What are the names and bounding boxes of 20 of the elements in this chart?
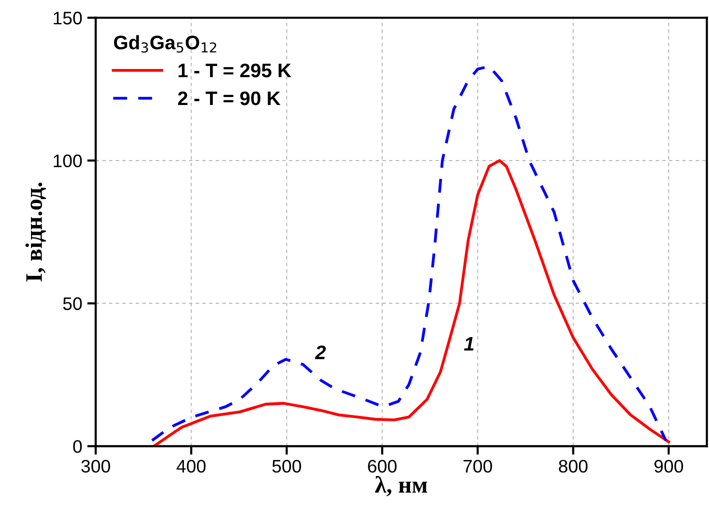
x-tick-label: 300 xyxy=(81,460,110,473)
annotation: 1 xyxy=(464,337,474,351)
y-tick-label: 50 xyxy=(63,297,82,310)
x-tick-label: 400 xyxy=(176,460,206,473)
line-series xyxy=(152,159,670,446)
y-axis-title: I, відн.од. xyxy=(25,182,46,282)
x-tick-label: 700 xyxy=(464,460,492,473)
line-series xyxy=(150,64,668,442)
x-tick-label: 800 xyxy=(558,460,588,473)
x-axis-title: λ, нм xyxy=(375,476,428,496)
legend-label: 1 - T = 295 K xyxy=(178,64,292,78)
y-tick-label: 100 xyxy=(54,154,82,168)
y-tick-label: 0 xyxy=(73,440,82,453)
x-tick-label: 500 xyxy=(272,460,302,473)
x-tick-label: 600 xyxy=(368,460,397,473)
annotation: 2 xyxy=(314,346,326,360)
x-tick-label: 900 xyxy=(654,460,684,473)
y-tick-label: 150 xyxy=(54,12,82,24)
legend-title: Gd$_{3}$Ga$_{5}$O$_{12}$ xyxy=(114,35,216,53)
legend-label: 2 - T = 90 K xyxy=(178,91,280,106)
